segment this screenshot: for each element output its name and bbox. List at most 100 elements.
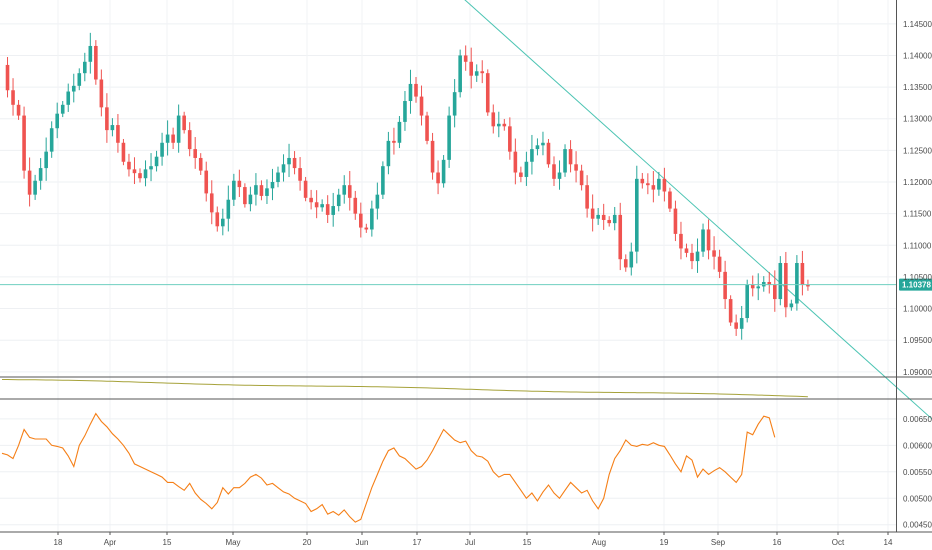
bear-candle <box>640 178 645 184</box>
price-tick-label: 1.12000 <box>903 178 932 187</box>
bull-candle <box>44 151 48 169</box>
bear-candle <box>105 107 109 131</box>
time-axis[interactable]: 18 Apr 15 May 20 Jun 17 Jul 15 Aug 19 Sep 16 Oct 14 <box>54 532 893 547</box>
bull-candle <box>83 61 87 74</box>
bear-candle <box>491 112 496 127</box>
bear-candle <box>684 248 689 253</box>
bull-candle <box>370 208 374 230</box>
bull-candle <box>441 159 446 184</box>
bear-candle <box>11 90 15 105</box>
bear-candle <box>204 170 209 194</box>
price-tick-label: 1.14000 <box>903 51 932 60</box>
bull-candle <box>143 169 148 179</box>
bull-candle <box>739 318 744 329</box>
time-tick-label: Aug <box>592 538 606 547</box>
bear-candle <box>579 170 584 186</box>
price-tick-label: 1.10500 <box>903 273 932 282</box>
bear-candle <box>414 83 418 97</box>
bull-candle <box>281 164 286 173</box>
bear-candle <box>546 142 551 165</box>
bear-candle <box>552 164 556 179</box>
bear-candle <box>568 149 573 165</box>
indicator-tick-label: 0.00550 <box>903 468 932 477</box>
bear-candle <box>485 73 490 113</box>
grid-lines <box>0 0 896 532</box>
bear-candle <box>463 55 468 62</box>
current-price-tag <box>899 278 932 291</box>
bull-candle <box>474 71 479 76</box>
bear-candle <box>187 130 192 150</box>
bear-candle <box>325 204 330 215</box>
bull-candle <box>265 188 269 196</box>
time-tick-label: May <box>225 538 240 547</box>
bull-candle <box>60 104 65 114</box>
bull-candle <box>452 92 457 116</box>
bull-candle <box>408 83 413 102</box>
bull-candle <box>110 125 115 131</box>
bear-candle <box>259 185 264 196</box>
bull-candle <box>789 303 794 308</box>
current-price-layer: 1.10378 <box>0 278 932 291</box>
time-tick-label: Jun <box>356 538 369 547</box>
time-tick-label: Apr <box>104 538 117 547</box>
bull-candle <box>629 251 634 268</box>
bear-candle <box>668 191 672 209</box>
bull-candle <box>38 168 43 181</box>
bear-candle <box>182 115 186 131</box>
trendline-layer <box>464 0 932 420</box>
bear-candle <box>784 263 788 308</box>
bear-candle <box>585 185 589 209</box>
price-tick-label: 1.11500 <box>903 210 932 219</box>
price-axis[interactable]: 1.14500 1.14000 1.13500 1.13000 1.12500 1.120… <box>903 20 932 530</box>
bear-candle <box>392 140 396 143</box>
price-tick-label: 1.09000 <box>903 368 932 377</box>
bull-candle <box>287 157 291 165</box>
time-tick-label: Jul <box>465 538 475 547</box>
bear-candle <box>712 250 716 257</box>
time-tick-label: 17 <box>413 538 422 547</box>
bull-candle <box>375 194 380 209</box>
price-tick-label: 1.09500 <box>903 336 932 345</box>
bear-candle <box>734 322 738 329</box>
bear-candle <box>690 252 694 262</box>
bull-candle <box>254 185 258 195</box>
bear-candle <box>314 202 319 208</box>
bull-candle <box>612 214 617 224</box>
bear-candle <box>618 214 623 260</box>
bull-candle <box>657 178 661 190</box>
bear-candle <box>121 142 126 162</box>
bull-candle <box>88 45 93 62</box>
bear-candle <box>193 149 197 158</box>
bear-candle <box>138 173 142 179</box>
bull-candle <box>226 199 231 219</box>
bear-candle <box>469 61 473 76</box>
bear-candle <box>27 170 32 195</box>
bear-candle <box>773 284 777 300</box>
trendline <box>464 0 932 420</box>
indicator-tick-label: 0.00500 <box>903 494 932 503</box>
time-tick-label: Oct <box>832 538 845 547</box>
bull-candle <box>447 115 451 160</box>
bear-candle <box>723 271 727 300</box>
bull-candle <box>795 263 799 304</box>
bull-candle <box>541 142 545 146</box>
bull-candle <box>248 194 253 205</box>
time-tick-label: 19 <box>660 538 669 547</box>
bear-candle <box>767 281 772 285</box>
bear-candle <box>502 123 507 127</box>
bear-candle <box>436 172 440 184</box>
bear-candle <box>480 71 485 74</box>
bear-candle <box>116 125 120 143</box>
bull-candle <box>596 214 600 219</box>
bear-candle <box>292 157 297 169</box>
bull-candle <box>165 134 170 143</box>
bull-candle <box>336 194 341 207</box>
price-tick-label: 1.14500 <box>903 20 932 29</box>
indicator-tick-label: 0.00600 <box>903 441 932 450</box>
bear-candle <box>513 151 518 173</box>
current-price-label: 1.10378 <box>902 281 931 290</box>
bear-candle <box>651 185 656 190</box>
bull-candle <box>530 149 534 162</box>
bull-candle <box>154 156 159 167</box>
